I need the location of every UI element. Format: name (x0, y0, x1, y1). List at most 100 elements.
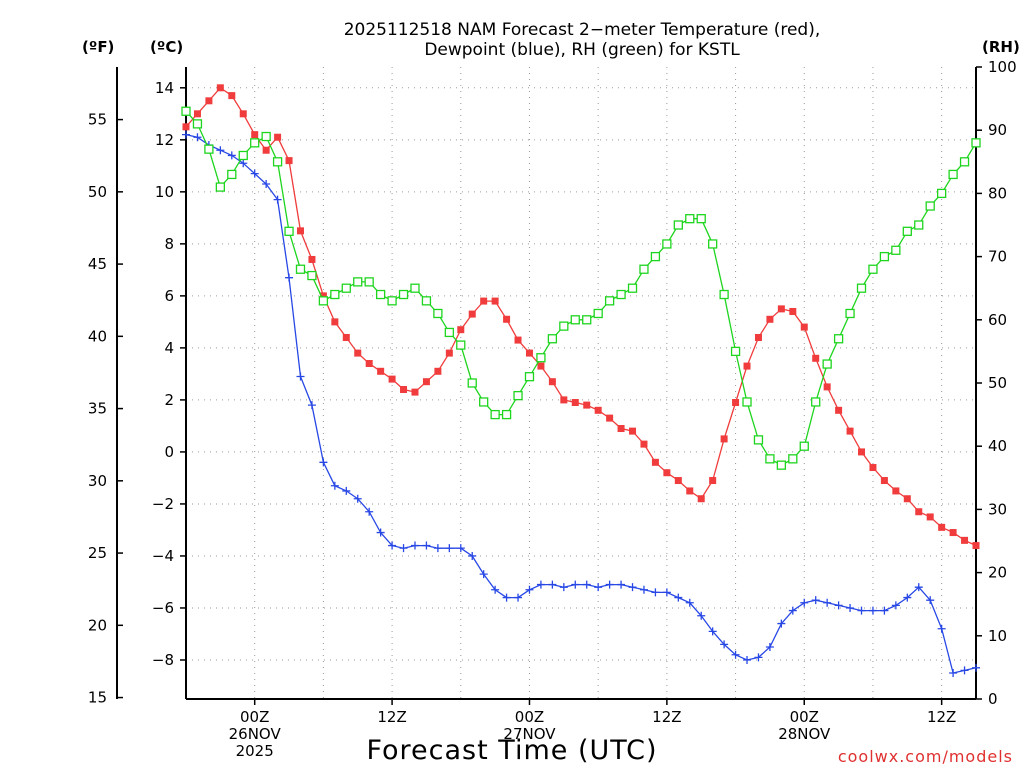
rh-point (387, 296, 397, 306)
rh-point (261, 131, 271, 142)
temperature-point (766, 315, 774, 323)
temperature-point (445, 349, 453, 357)
temperature-point (640, 440, 648, 448)
fahrenheit-tick-label: 15 (88, 689, 107, 707)
temperature-point (606, 414, 614, 422)
rh-point (421, 296, 432, 306)
dewpoint-point (914, 583, 923, 592)
chart-axes (116, 66, 982, 705)
time-tick-label: 26NOV (229, 725, 282, 743)
celsius-tick-label: 0 (164, 443, 174, 461)
dewpoint-point (697, 611, 706, 620)
time-tick-label: 12Z (377, 708, 406, 726)
fahrenheit-tick-label: 40 (88, 327, 107, 345)
temperature-point (342, 333, 350, 341)
celsius-tick-label: 2 (164, 391, 174, 409)
time-tick-label: 2025 (236, 742, 274, 760)
dewpoint-point (754, 653, 763, 662)
dewpoint-point (685, 598, 694, 607)
dewpoint-point (628, 583, 637, 592)
dewpoint-point (811, 596, 820, 605)
rh-tick-label: 70 (988, 248, 1007, 266)
temperature-point (480, 297, 488, 305)
dewpoint-point (960, 666, 969, 675)
chart-title-line-1: 2025112518 NAM Forecast 2−meter Temperat… (344, 20, 821, 40)
temperature-point (491, 297, 499, 305)
dewpoint-point (788, 606, 797, 615)
temperature-point (354, 349, 362, 357)
temperature-point (583, 401, 591, 409)
celsius-tick-label: 4 (164, 339, 174, 357)
time-tick-label: 00Z (240, 708, 269, 726)
rh-tick-label: 100 (988, 58, 1017, 76)
dewpoint-point (514, 593, 523, 602)
rh-point (353, 277, 363, 287)
rh-point (456, 340, 466, 350)
rh-tick-label: 60 (988, 311, 1007, 329)
rh-point (467, 378, 477, 388)
fahrenheit-tick-label: 20 (88, 616, 107, 634)
temperature-point (800, 323, 808, 331)
dewpoint-line (185, 133, 977, 674)
dewpoint-point (823, 598, 832, 607)
temperature-point (858, 448, 866, 456)
temperature-point (319, 292, 327, 300)
temperature-point (296, 227, 304, 235)
celsius-tick-label: −8 (152, 651, 174, 669)
chart-title-line-2: Dewpoint (blue), RH (green) for KSTL (424, 40, 740, 60)
rh-point (272, 157, 283, 167)
rh-point (799, 441, 809, 451)
temperature-point (663, 469, 671, 477)
dewpoint-point (239, 159, 248, 168)
temperature-point (239, 110, 247, 118)
temperature-point (869, 464, 877, 472)
dewpoint-point (491, 585, 500, 594)
time-tick-label: 28NOV (778, 725, 831, 743)
dewpoint-point (743, 655, 752, 664)
rh-point (925, 201, 935, 211)
celsius-tick-label: −2 (152, 495, 174, 513)
rh-point (856, 283, 867, 293)
dewpoint-point (926, 596, 935, 605)
rh-point (547, 334, 558, 344)
rh-point (204, 144, 214, 154)
dewpoint-point (342, 486, 351, 495)
temperature-point (835, 406, 843, 414)
rh-point (582, 315, 592, 325)
rh-point (215, 182, 225, 192)
rh-point (524, 372, 535, 382)
temperature-point (514, 336, 522, 344)
rh-point (708, 239, 718, 249)
dewpoint-point (227, 151, 236, 160)
fahrenheit-tick-label: 55 (88, 111, 107, 129)
temperature-point (331, 318, 339, 326)
dewpoint-point (353, 494, 362, 503)
temperature-point (754, 333, 762, 341)
temperature-point (388, 375, 396, 383)
rh-tick-label: 10 (988, 627, 1007, 645)
rh-point (959, 157, 970, 167)
temperature-point (743, 362, 751, 370)
dewpoint-point (765, 642, 774, 651)
rh-point (250, 138, 260, 148)
temperature-point (720, 435, 728, 443)
temperature-point (537, 362, 545, 370)
dewpoint-point (846, 603, 855, 612)
temperature-point (434, 367, 442, 375)
dewpoint-point (388, 541, 397, 550)
rh-point (662, 239, 672, 249)
temperature-point (422, 378, 430, 386)
celsius-tick-label: 8 (164, 235, 174, 253)
temperature-point (926, 513, 934, 521)
dewpoint-point (376, 528, 385, 537)
rh-line (185, 110, 977, 466)
dewpoint-point (296, 372, 305, 381)
celsius-tick-label: 10 (155, 183, 174, 201)
rh-point (685, 214, 695, 224)
rh-point (914, 220, 924, 230)
temperature-point (468, 310, 476, 318)
rh-point (181, 106, 191, 116)
rh-point (937, 188, 947, 199)
dewpoint-point (720, 640, 729, 649)
